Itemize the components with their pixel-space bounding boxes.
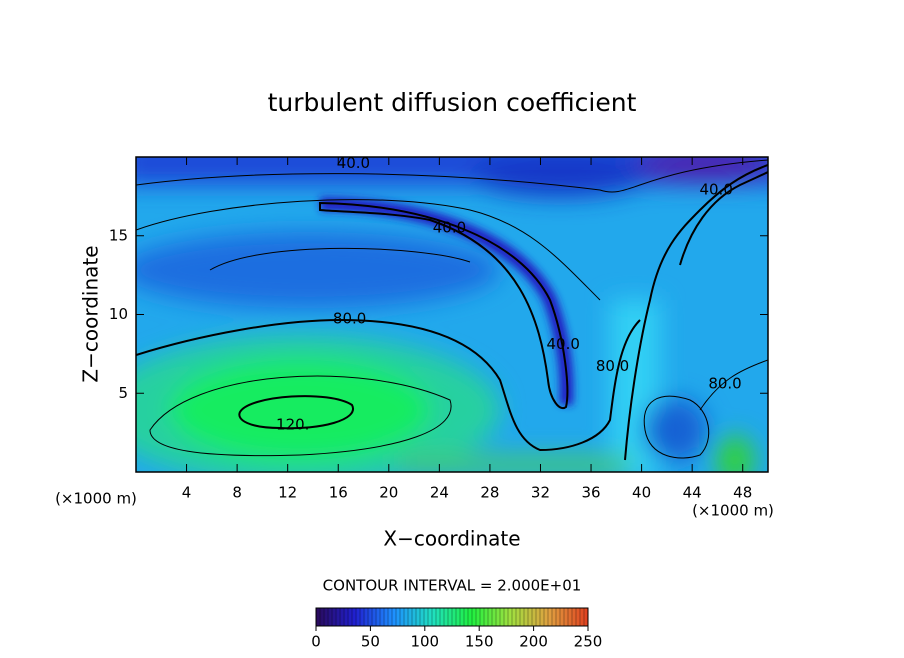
contour-label: 40.0 xyxy=(699,181,732,199)
x-tick-label: 20 xyxy=(379,484,398,502)
contour-label: 120. xyxy=(276,415,309,433)
contour-interval: CONTOUR INTERVAL = 2.000E+01 xyxy=(323,577,582,595)
contour-label: 40.0 xyxy=(337,154,370,172)
colorbar-tick-label: 100 xyxy=(410,633,439,651)
contour-label: 80.0 xyxy=(596,357,629,375)
x-axis-label: X−coordinate xyxy=(383,527,520,551)
x-tick-label: 48 xyxy=(733,484,752,502)
x-unit-label: (×1000 m) xyxy=(55,490,137,508)
y-tick-label: 15 xyxy=(109,226,128,244)
x-tick-label: 4 xyxy=(182,484,192,502)
y-tick-label: 5 xyxy=(118,384,128,402)
chart-title: turbulent diffusion coefficient xyxy=(268,88,637,117)
colorbar-tick-label: 50 xyxy=(361,633,380,651)
contour-label: 80.0 xyxy=(708,374,741,392)
x-unit-label: (×1000 m) xyxy=(692,502,774,520)
contour-label: 80.0 xyxy=(333,310,366,328)
x-tick-label: 32 xyxy=(531,484,550,502)
contour-label: 40.0 xyxy=(433,218,466,236)
x-tick-label: 28 xyxy=(480,484,499,502)
x-tick-label: 36 xyxy=(581,484,600,502)
y-axis-label: Z−coordinate xyxy=(79,245,103,382)
x-tick-label: 40 xyxy=(632,484,651,502)
x-tick-label: 8 xyxy=(232,484,242,502)
colorbar-tick-label: 0 xyxy=(311,633,321,651)
colorbar-tick-label: 150 xyxy=(465,633,494,651)
colorbar-tick-label: 200 xyxy=(519,633,548,651)
x-tick-label: 12 xyxy=(278,484,297,502)
x-tick-label: 24 xyxy=(430,484,449,502)
contour-field xyxy=(136,157,768,472)
y-tick-label: 10 xyxy=(109,305,128,323)
x-tick-label: 16 xyxy=(329,484,348,502)
x-tick-label: 44 xyxy=(683,484,702,502)
colorbar-tick-label: 250 xyxy=(574,633,603,651)
contour-label: 40.0 xyxy=(547,335,580,353)
